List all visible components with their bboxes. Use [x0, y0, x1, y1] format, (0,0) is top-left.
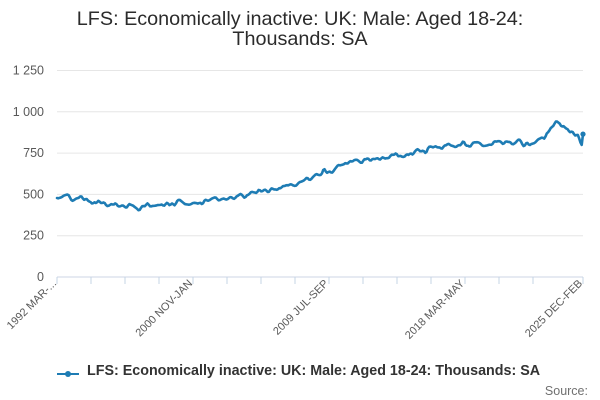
svg-text:0: 0 [37, 270, 44, 284]
svg-text:750: 750 [23, 146, 44, 160]
svg-text:1 250: 1 250 [13, 64, 44, 78]
svg-text:250: 250 [23, 229, 44, 243]
svg-text:2009 JUL-SEP: 2009 JUL-SEP [271, 278, 331, 338]
svg-text:1992 MAR-...: 1992 MAR-... [5, 278, 59, 332]
svg-text:2018 MAR-MAY: 2018 MAR-MAY [403, 277, 468, 342]
svg-text:1 000: 1 000 [13, 105, 44, 119]
svg-text:2000 NOV-JAN: 2000 NOV-JAN [133, 278, 195, 340]
svg-text:500: 500 [23, 187, 44, 201]
svg-text:2025 DEC-FEB: 2025 DEC-FEB [523, 278, 585, 340]
